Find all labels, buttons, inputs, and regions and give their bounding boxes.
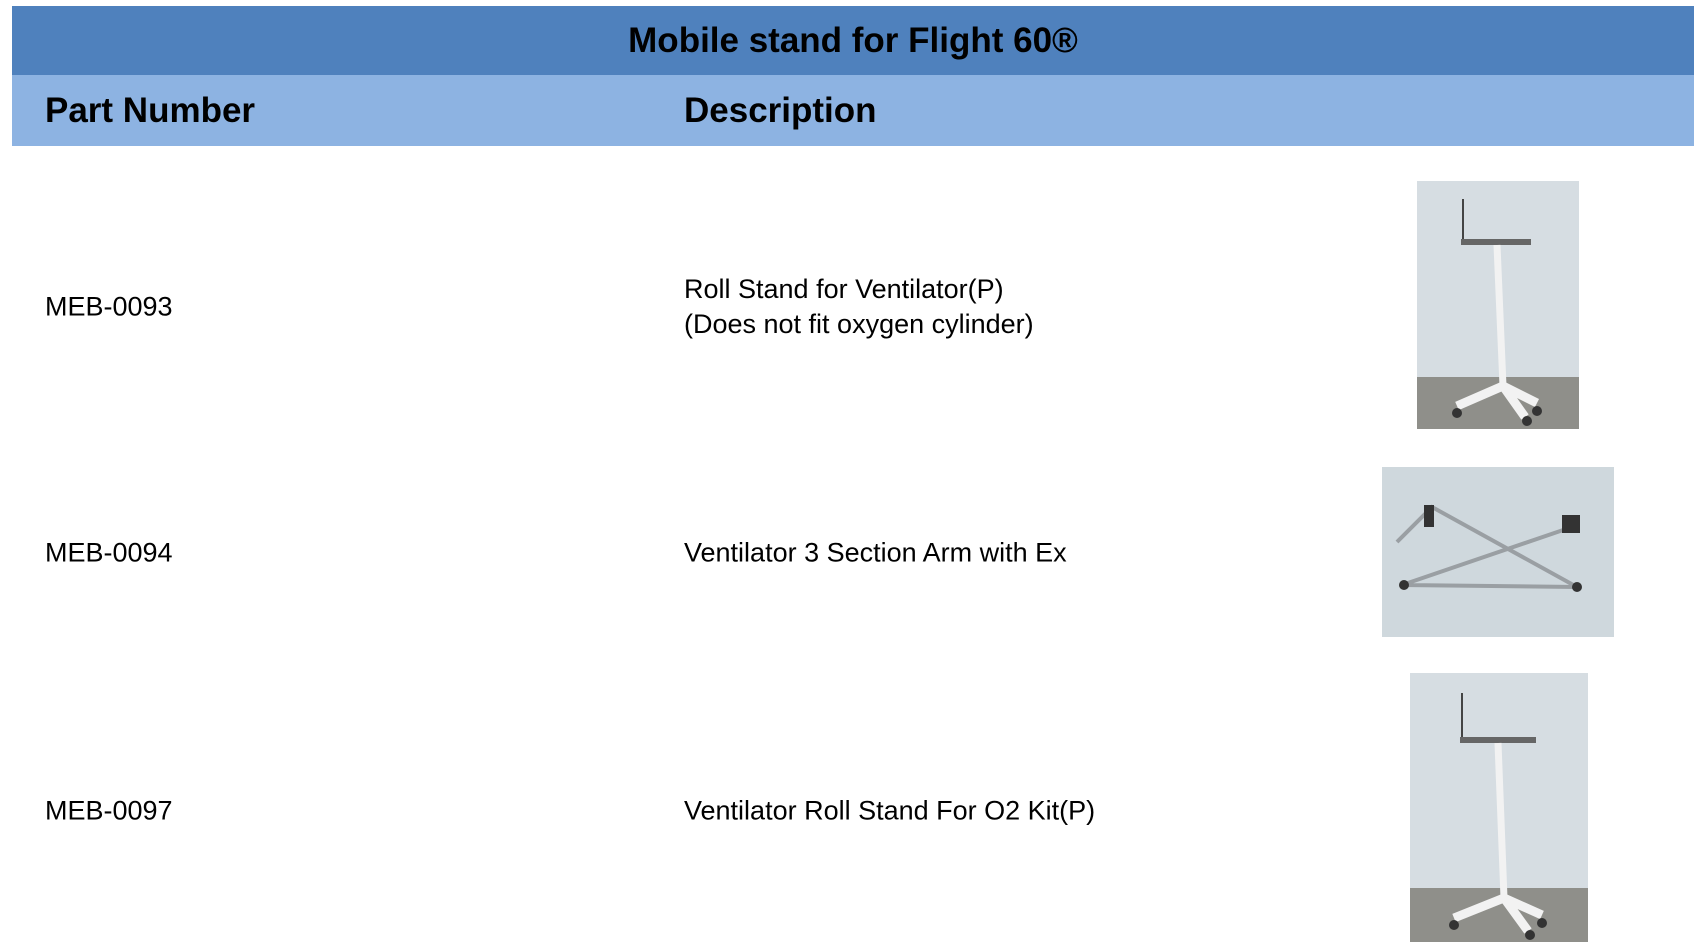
description: Ventilator Roll Stand For O2 Kit(P): [684, 794, 1095, 829]
part-number: MEB-0093: [45, 291, 173, 322]
description: Ventilator 3 Section Arm with Ex: [684, 536, 1067, 571]
column-header: Part Number: [45, 91, 256, 130]
description-line: Ventilator Roll Stand For O2 Kit(P): [684, 795, 1096, 826]
product-image: [1382, 467, 1614, 637]
description-line: (Does not fit oxygen cylinder): [684, 309, 1034, 339]
column-header: Description: [684, 91, 877, 130]
description-line: Ventilator 3 Section Arm with Ex: [684, 537, 1067, 568]
table-title: Mobile stand for Flight 60®: [12, 6, 1694, 75]
description: Roll Stand for Ventilator(P) (Does not fi…: [684, 272, 1034, 342]
part-number: MEB-0097: [45, 795, 173, 826]
description-line: Roll Stand for Ventilator(P): [684, 274, 1004, 304]
header-row: Part Number Description: [12, 75, 1694, 146]
product-image: [1417, 181, 1579, 429]
product-image: [1410, 673, 1588, 942]
part-number: MEB-0094: [45, 537, 173, 568]
